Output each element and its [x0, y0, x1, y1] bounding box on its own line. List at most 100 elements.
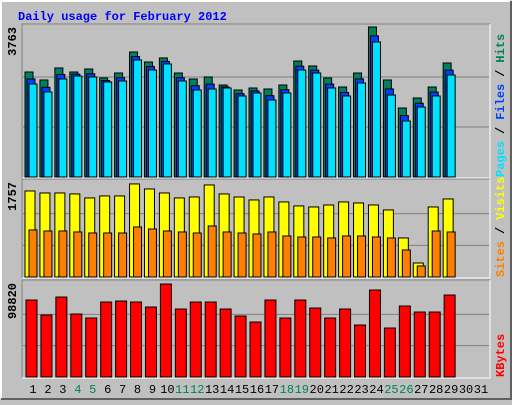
panel-bevel-light — [22, 24, 491, 179]
bar — [282, 92, 292, 178]
bar — [279, 317, 292, 378]
bar — [249, 321, 262, 378]
legend: KBytes — [494, 334, 508, 377]
bar — [25, 299, 38, 378]
bar — [401, 120, 411, 178]
bar — [204, 301, 217, 378]
bar — [103, 81, 113, 178]
bar — [88, 76, 98, 178]
bar — [446, 74, 456, 178]
bar — [312, 72, 322, 178]
bar — [55, 296, 68, 378]
bar — [354, 324, 367, 378]
bar — [342, 95, 352, 178]
x-tick-label: 18 — [280, 383, 294, 397]
bar — [282, 235, 292, 278]
legend-separator: / — [494, 127, 508, 134]
bar — [58, 230, 68, 278]
y-tick-label: 98820 — [6, 283, 20, 319]
x-tick-label: 5 — [89, 383, 96, 397]
legend: Sites / Visits — [494, 177, 508, 277]
x-tick-label: 9 — [149, 383, 156, 397]
bar — [28, 83, 38, 178]
x-tick-label: 17 — [265, 383, 279, 397]
x-tick-label: 15 — [235, 383, 249, 397]
x-tick-label: 16 — [250, 383, 264, 397]
x-tick-label: 8 — [134, 383, 141, 397]
panel-bevel-dark — [21, 279, 490, 378]
bar — [70, 313, 83, 378]
bar — [294, 299, 307, 378]
y-tick-label: 3763 — [6, 27, 20, 56]
legend-entry: Visits — [494, 177, 508, 220]
bar — [43, 230, 53, 278]
bar — [162, 230, 172, 278]
bar — [309, 307, 322, 378]
bar — [342, 235, 352, 278]
bar — [144, 306, 157, 378]
panel-bevel-light — [22, 179, 491, 279]
bar — [43, 91, 53, 178]
bar — [222, 231, 232, 278]
x-tick-label: 4 — [74, 383, 81, 397]
bar — [234, 315, 247, 378]
legend-separator: / — [494, 227, 508, 234]
bar — [428, 311, 441, 378]
bar — [416, 265, 426, 278]
bar — [413, 311, 426, 378]
bar — [324, 317, 337, 378]
bar — [118, 80, 128, 178]
bar — [357, 82, 367, 178]
bar — [147, 69, 157, 178]
bar — [237, 232, 247, 278]
x-tick-label: 12 — [190, 383, 204, 397]
x-tick-label: 24 — [369, 383, 383, 397]
x-tick-label: 7 — [119, 383, 126, 397]
x-tick-label: 1 — [29, 383, 36, 397]
panel-bevel-light — [22, 280, 491, 379]
bar — [327, 87, 337, 178]
x-tick-label: 10 — [160, 383, 174, 397]
bar — [133, 226, 143, 278]
bar — [192, 232, 202, 278]
x-tick-label: 22 — [339, 383, 353, 397]
x-tick-label: 26 — [399, 383, 413, 397]
bar — [133, 59, 143, 178]
bar — [88, 232, 98, 278]
y-tick-label: 1757 — [6, 182, 20, 211]
bar — [118, 232, 128, 278]
bar — [28, 229, 38, 278]
x-tick-label: 2 — [44, 383, 51, 397]
x-tick-label: 28 — [429, 383, 443, 397]
bar — [207, 225, 217, 278]
legend-entry: KBytes — [494, 334, 508, 377]
bar — [207, 88, 217, 178]
x-tick-label: 13 — [205, 383, 219, 397]
bar — [100, 301, 113, 378]
bar — [73, 75, 83, 178]
bar — [252, 92, 262, 178]
bar — [368, 289, 381, 378]
chart-title: Daily usage for February 2012 — [18, 10, 227, 24]
bar — [398, 305, 411, 378]
legend-entry: Files — [494, 84, 508, 120]
bar — [371, 41, 381, 178]
bar — [339, 308, 352, 378]
legend-entry: Sites — [494, 241, 508, 277]
x-tick-label: 14 — [220, 383, 234, 397]
bar — [431, 95, 441, 178]
x-tick-label: 29 — [444, 383, 458, 397]
bar — [58, 78, 68, 178]
bar — [383, 327, 396, 378]
legend-separator: / — [494, 70, 508, 77]
x-tick-label: 25 — [384, 383, 398, 397]
bar — [297, 69, 307, 178]
panel-bevel-dark — [21, 178, 490, 278]
x-tick-label: 6 — [104, 383, 111, 397]
bar — [130, 301, 143, 378]
bar — [267, 99, 277, 178]
legend: Pages / Files / Hits — [494, 34, 508, 177]
